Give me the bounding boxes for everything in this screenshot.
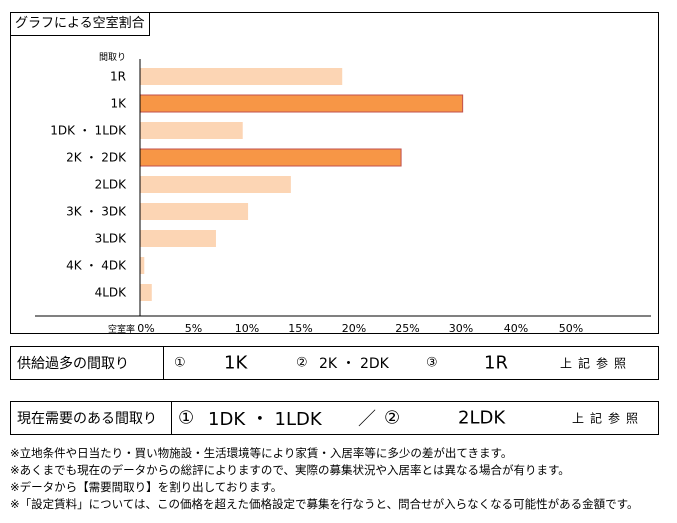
oversupply-item-3: 1R [484, 352, 508, 374]
demand-box: 現在需要のある間取り ① 1DK ・ 1LDK ／ ② 2LDK 上記参照 [10, 401, 659, 435]
vacancy-chart-panel: グラフによる空室割合 間取り 1R 1K 1DK ・ 1LDK 2K ・ 2DK 2LDK… [10, 12, 659, 335]
bar [139, 148, 402, 167]
bar [140, 284, 152, 301]
demand-item-2: 2LDK [458, 407, 506, 429]
value-axis-label: 空室率 [108, 323, 135, 335]
oversupply-mark-1: ① [174, 355, 186, 371]
category-label: 4LDK [95, 286, 128, 300]
category-label: 3K ・ 3DK [66, 205, 127, 219]
bar [140, 257, 145, 274]
category-label: 1R [110, 70, 126, 84]
x-tick-label: 5% [185, 322, 202, 335]
x-tick-label: 25% [395, 322, 419, 335]
oversupply-mark-3: ③ [426, 355, 438, 371]
bar [140, 203, 249, 220]
category-label: 2LDK [95, 178, 128, 192]
x-tick-label: 15% [288, 322, 312, 335]
bar [140, 68, 343, 85]
notes: ※立地条件や日当たり・買い物施設・生活環境等により家賃・入居率等に多少の差が出て… [10, 445, 665, 513]
bar [139, 94, 464, 113]
x-tick-label: 0% [137, 322, 154, 335]
demand-content: ① 1DK ・ 1LDK ／ ② 2LDK 上記参照 [172, 402, 658, 434]
oversupply-content: ① 1K ② 2K ・ 2DK ③ 1R 上記参照 [164, 347, 658, 379]
note-4: ※「設定賃料」については、この価格を超えた価格設定で募集を行なうと、問合せが入ら… [10, 497, 639, 511]
note-1: ※立地条件や日当たり・買い物施設・生活環境等により家賃・入居率等に多少の差が出て… [10, 446, 513, 460]
oversupply-label: 供給過多の間取り [11, 347, 164, 379]
bar [140, 230, 216, 247]
oversupply-ref: 上記参照 [560, 356, 633, 371]
category-label: 2K ・ 2DK [66, 151, 127, 165]
demand-item-1: 1DK ・ 1LDK [208, 409, 322, 430]
category-label: 4K ・ 4DK [66, 259, 127, 273]
x-tick-label: 40% [504, 322, 528, 335]
demand-separator: ／ [358, 409, 376, 430]
category-axis-label: 間取り [99, 52, 126, 63]
demand-ref: 上記参照 [572, 411, 645, 426]
bar [140, 176, 291, 193]
vacancy-bar-chart: 間取り 1R 1K 1DK ・ 1LDK 2K ・ 2DK 2LDK 3K ・ 3DK 3LD… [35, 52, 651, 335]
bar [140, 122, 243, 139]
oversupply-box: 供給過多の間取り ① 1K ② 2K ・ 2DK ③ 1R 上記参照 [10, 346, 659, 380]
x-tick-label: 20% [342, 322, 366, 335]
note-3: ※データから【需要間取り】を割り出しております。 [10, 480, 283, 494]
category-label: 1K [110, 97, 127, 111]
demand-mark-2: ② [384, 407, 401, 429]
x-tick-label: 10% [235, 322, 259, 335]
x-tick-label: 30% [449, 322, 473, 335]
oversupply-item-1: 1K [224, 352, 248, 374]
chart-title: グラフによる空室割合 [11, 13, 150, 36]
oversupply-mark-2: ② [296, 355, 308, 371]
category-label: 3LDK [95, 232, 128, 246]
note-2: ※あくまでも現在のデータからの総評によりますので、実際の募集状況や入居率とは異な… [10, 463, 570, 477]
oversupply-item-2: 2K ・ 2DK [319, 356, 389, 372]
category-label: 1DK ・ 1LDK [50, 124, 127, 138]
demand-label: 現在需要のある間取り [11, 402, 172, 434]
demand-mark-1: ① [178, 407, 195, 429]
x-tick-label: 50% [559, 322, 583, 335]
